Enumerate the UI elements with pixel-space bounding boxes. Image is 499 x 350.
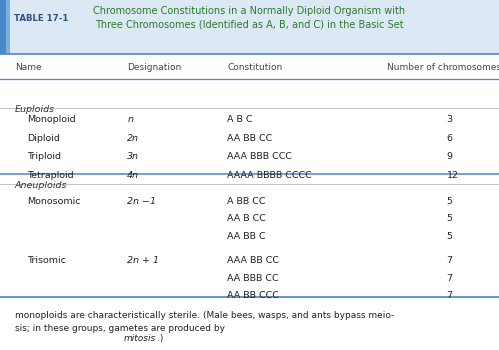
Text: Aneuploids: Aneuploids: [15, 181, 67, 190]
Text: mitosis: mitosis: [123, 334, 156, 343]
Text: 5: 5: [447, 197, 453, 206]
Text: A BB CC: A BB CC: [227, 197, 265, 206]
Text: AA BB CC: AA BB CC: [227, 134, 272, 143]
Text: Number of chromosomes: Number of chromosomes: [387, 63, 499, 72]
Text: Euploids: Euploids: [15, 105, 55, 114]
Text: 9: 9: [447, 152, 453, 161]
Text: 4n: 4n: [127, 171, 139, 180]
FancyBboxPatch shape: [6, 0, 10, 54]
Text: Monoploid: Monoploid: [27, 115, 76, 124]
Text: Constitution: Constitution: [227, 63, 282, 72]
Text: 5: 5: [447, 232, 453, 241]
Text: Trisomic: Trisomic: [27, 256, 66, 265]
Text: 7: 7: [447, 256, 453, 265]
Text: AAA BBB CCC: AAA BBB CCC: [227, 152, 292, 161]
Text: Name: Name: [15, 63, 41, 72]
Text: monoploids are characteristically sterile. (Male bees, wasps, and ants bypass me: monoploids are characteristically steril…: [15, 312, 394, 333]
Text: Designation: Designation: [127, 63, 182, 72]
Text: AA BBB CC: AA BBB CC: [227, 274, 278, 283]
Text: 7: 7: [447, 291, 453, 300]
Text: AAA BB CC: AAA BB CC: [227, 256, 279, 265]
Text: 3: 3: [447, 115, 453, 124]
Text: 2n: 2n: [127, 134, 139, 143]
Text: AA BB CCC: AA BB CCC: [227, 291, 279, 300]
Text: 2n + 1: 2n + 1: [127, 256, 159, 265]
FancyBboxPatch shape: [0, 0, 6, 54]
Text: Monosomic: Monosomic: [27, 197, 81, 206]
Text: Diploid: Diploid: [27, 134, 60, 143]
Text: A B C: A B C: [227, 115, 252, 124]
Text: 6: 6: [447, 134, 453, 143]
Text: .): .): [157, 334, 164, 343]
Text: Tetraploid: Tetraploid: [27, 171, 74, 180]
Text: TABLE 17-1: TABLE 17-1: [14, 14, 68, 23]
FancyBboxPatch shape: [0, 0, 499, 54]
Text: 3n: 3n: [127, 152, 139, 161]
Text: 5: 5: [447, 214, 453, 223]
Text: 2n −1: 2n −1: [127, 197, 156, 206]
Text: AA BB C: AA BB C: [227, 232, 265, 241]
Text: n: n: [127, 115, 133, 124]
Text: 7: 7: [447, 274, 453, 283]
Text: AAAA BBBB CCCC: AAAA BBBB CCCC: [227, 171, 312, 180]
Text: 12: 12: [447, 171, 459, 180]
Text: Chromosome Constitutions in a Normally Diploid Organism with
Three Chromosomes (: Chromosome Constitutions in a Normally D…: [93, 6, 406, 30]
Text: Triploid: Triploid: [27, 152, 61, 161]
Text: AA B CC: AA B CC: [227, 214, 266, 223]
